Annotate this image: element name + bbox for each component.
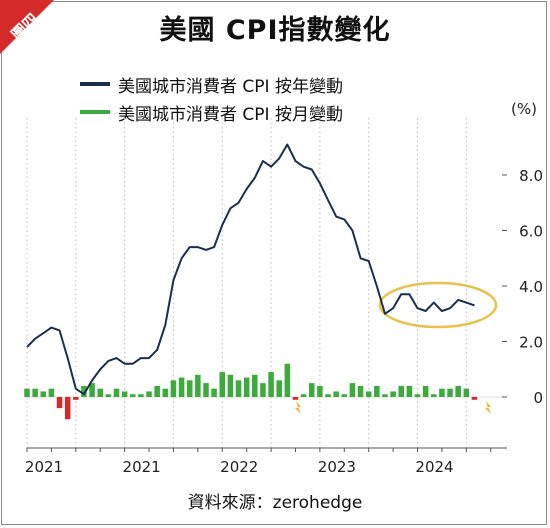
x-tick-label: 2021 [25,458,63,476]
mom-bar [455,385,461,397]
mom-bar [374,385,380,397]
mom-bar [32,388,38,397]
mom-bar [186,380,193,397]
mom-bar [219,372,226,397]
mom-bar [382,394,388,397]
x-tick-label: 2024 [415,458,453,476]
mom-bar [121,391,128,397]
mom-bar [203,383,209,397]
mom-bar [341,394,348,397]
y-tick-label: 8.0 [519,167,543,185]
mom-bar [439,388,445,397]
down-arrow-icon [485,401,491,414]
mom-bar [268,372,274,397]
mom-bar [333,391,339,397]
mom-bar [317,385,323,397]
mom-bar [138,394,144,397]
mom-bar [105,394,112,397]
mom-bar [56,397,63,409]
mom-bar [471,397,478,400]
mom-bar [97,388,103,397]
mom-bar [81,385,87,397]
legend-label-yoy: 美國城市消費者 CPI 按年變動 [118,76,343,97]
chart-legend: 美國城市消費者 CPI 按年變動 美國城市消費者 CPI 按月變動 [80,70,343,126]
mom-bar [170,380,177,397]
mom-bar [414,394,421,397]
mom-bar [431,394,437,397]
mom-bar [113,388,120,397]
y-tick-label: 0 [533,389,543,407]
mom-bar [357,385,364,397]
mom-bar [73,397,79,400]
legend-item-mom: 美國城市消費者 CPI 按月變動 [80,98,343,126]
legend-label-mom: 美國城市消費者 CPI 按月變動 [118,104,343,125]
mom-bar [195,374,201,397]
legend-item-yoy: 美國城市消費者 CPI 按年變動 [80,70,343,98]
mom-bar [64,397,71,420]
mom-bar [447,388,453,397]
mom-bar [406,385,413,397]
mom-bar [292,397,299,400]
corner-badge: 圖四 [0,0,54,54]
mom-bar [325,394,331,397]
mom-bar [300,394,307,397]
y-tick-label: 6.0 [519,223,543,241]
mom-bar [260,383,266,397]
mom-bar [349,383,356,397]
mom-bar [48,388,55,397]
mom-bar [146,391,152,397]
mom-bar [40,391,47,397]
mom-bar [308,383,315,397]
yoy-line [26,143,475,396]
legend-swatch-mom [80,110,110,114]
mom-bar [235,380,242,397]
highlight-ellipse [378,281,498,329]
y-tick-label: 2.0 [519,334,543,352]
mom-bar [422,385,429,397]
mom-bar [463,388,470,397]
mom-bar [390,391,396,397]
x-tick-label: 2023 [318,458,356,476]
chart-title: 美國 CPI指數變化 [159,15,391,46]
mom-bar [178,377,185,397]
mom-bar [276,380,282,397]
mom-bar [243,377,250,397]
mom-bar [89,383,95,397]
mom-bar [284,363,291,397]
legend-swatch-yoy [80,82,110,86]
mom-bar [162,388,169,397]
corner-badge-triangle [0,0,54,54]
mom-bar [154,385,160,397]
y-axis-unit: (%) [511,100,537,118]
source-note: 資料來源：zerohedge [187,493,363,513]
mom-bar [211,388,217,397]
mom-bar [398,385,405,397]
mom-bar [24,388,30,397]
mom-bar [129,394,136,397]
x-tick-label: 2021 [123,458,161,476]
mom-bar [365,391,372,397]
down-arrow-icon [295,401,301,414]
x-tick-label: 2022 [220,458,258,476]
mom-bar [252,374,258,397]
mom-bar [227,374,234,397]
y-tick-label: 4.0 [519,278,543,296]
